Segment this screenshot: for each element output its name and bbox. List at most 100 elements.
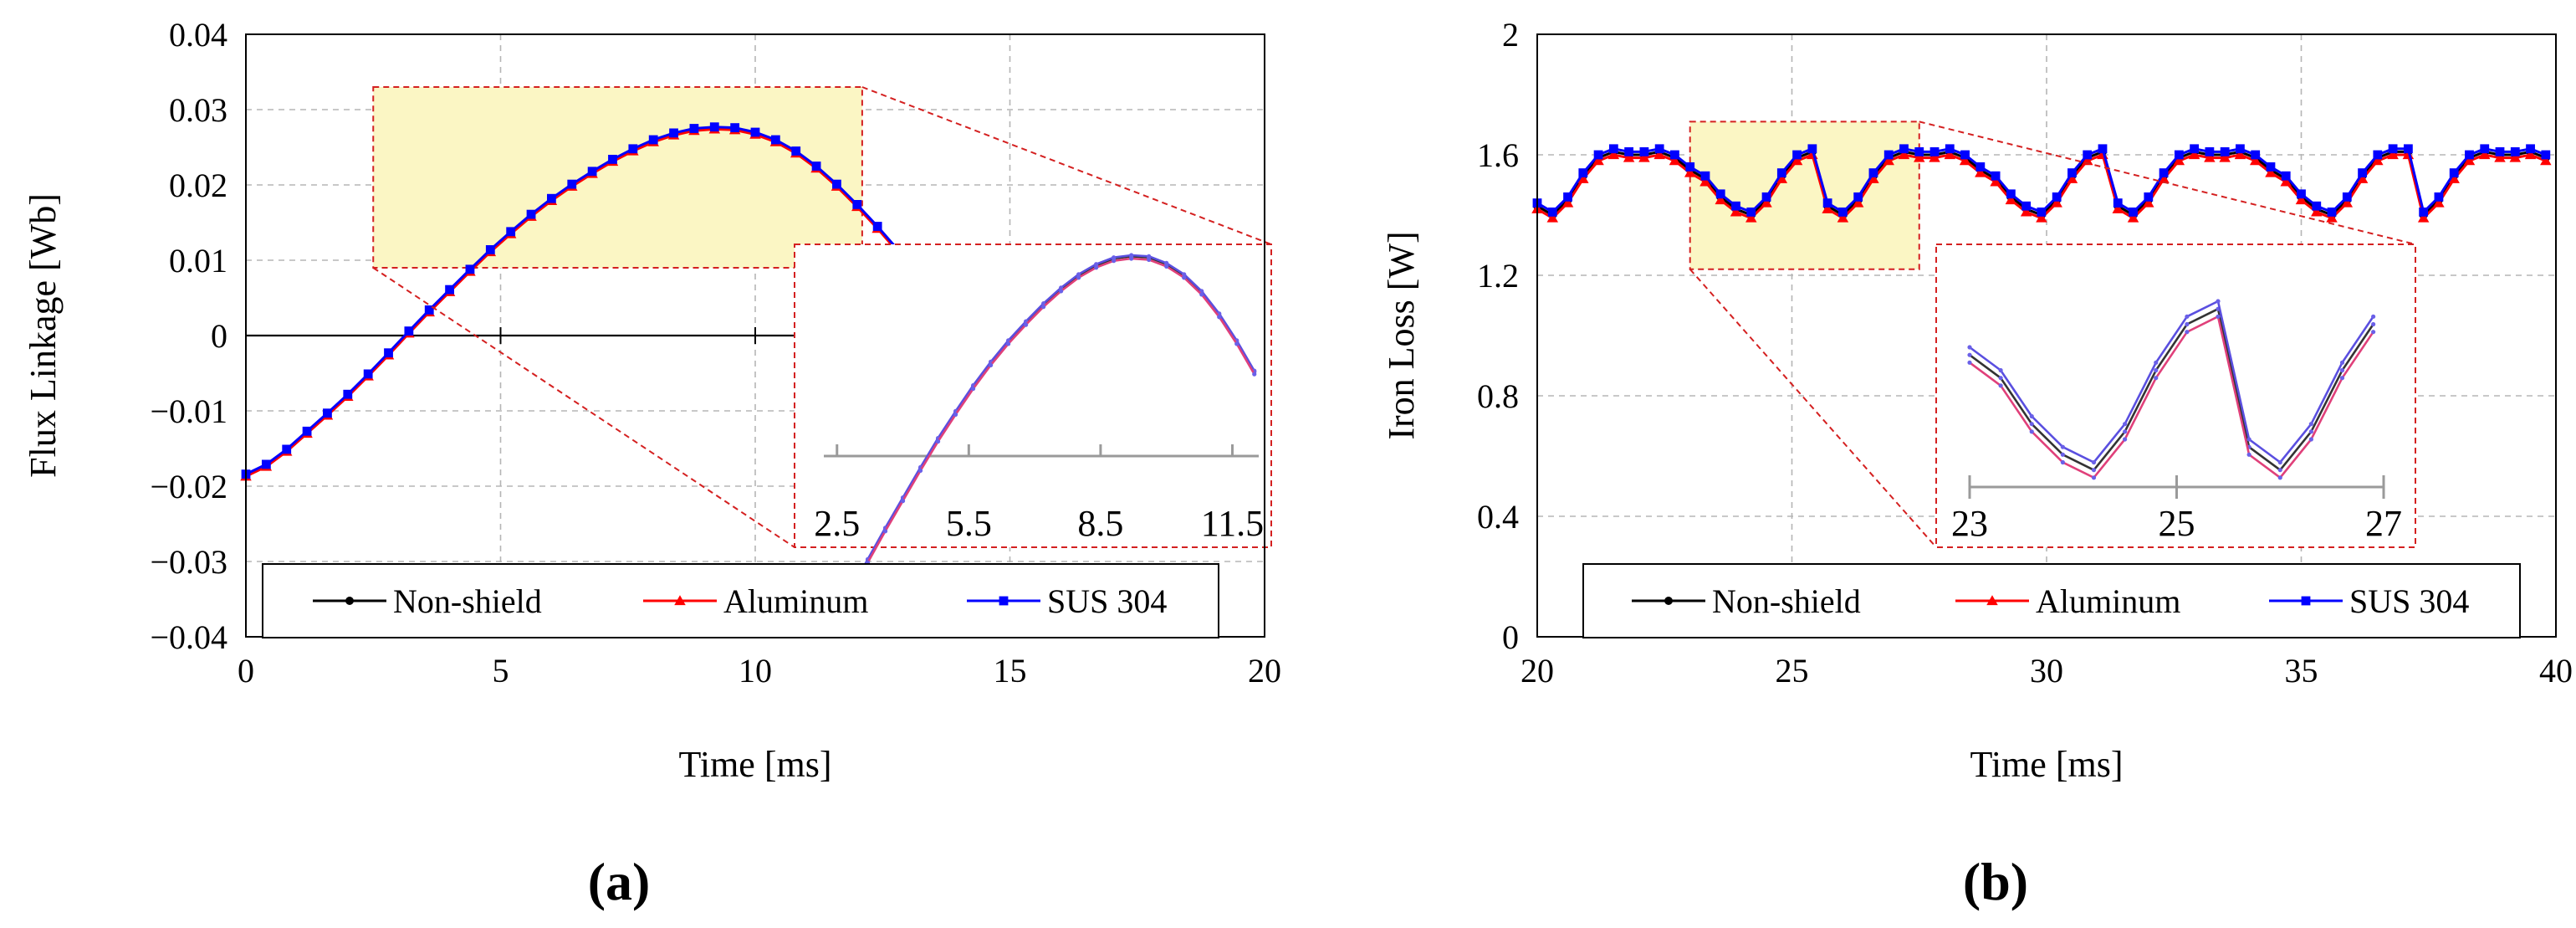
b-data-point <box>1624 147 1634 156</box>
panel-b-tick-labels: 20 25 30 35 40 2 1.6 1.2 0.8 0.4 0 <box>1477 16 2573 690</box>
b-data-point <box>2341 197 2354 208</box>
b-data-point <box>2081 155 2093 166</box>
b-data-point <box>1745 212 1757 223</box>
a-legend-label: Non-shield <box>393 582 542 620</box>
panel-b-label: (b) <box>1963 852 2028 911</box>
b-series-sus-304 <box>1532 144 2551 217</box>
b-data-point <box>2220 147 2230 156</box>
b-legend-label: SUS 304 <box>2349 582 2469 620</box>
a-data-point <box>567 179 577 189</box>
b-inset-data-point <box>2339 360 2345 365</box>
a-x-tick-label: 15 <box>994 652 1027 690</box>
panel-b-x-axis-label: Time [ms] <box>1970 744 2124 785</box>
a-inset-data-point <box>1112 255 1117 260</box>
b-data-point <box>2251 150 2261 160</box>
a-data-point <box>506 227 516 237</box>
b-data-point <box>2342 192 2352 202</box>
a-inset-data-point <box>1094 262 1099 267</box>
b-data-point <box>1975 162 1986 172</box>
b-inset-series-non-shield <box>1967 306 2376 473</box>
b-data-point <box>2234 149 2246 160</box>
b-data-point <box>1991 171 2001 181</box>
panel-a-x-axis-label: Time [ms] <box>679 744 832 785</box>
a-inset-data-point <box>953 412 958 417</box>
b-data-point <box>1838 208 1848 217</box>
a-data-point <box>770 135 780 145</box>
b-data-point <box>1653 149 1665 160</box>
b-data-point <box>1868 173 1879 183</box>
b-inset-tick-label: 23 <box>1951 503 1988 544</box>
a-data-point <box>730 123 740 132</box>
a-inset-data-point <box>1024 322 1029 327</box>
b-inset-data-point <box>2371 321 2376 327</box>
a-legend-item: Aluminum <box>643 582 868 620</box>
panel-a-inset: 2.5 5.5 8.5 11.5 <box>372 86 1272 629</box>
a-data-point <box>363 369 373 379</box>
b-inset-data-point <box>2277 459 2282 465</box>
a-x-tick-label: 20 <box>1248 652 1281 690</box>
a-data-point <box>689 124 699 133</box>
a-inset-data-point <box>970 386 976 392</box>
a-legend-label: Aluminum <box>723 582 868 620</box>
a-legend-swatch-marker <box>674 595 686 606</box>
b-data-point <box>2173 155 2185 166</box>
b-data-point <box>1638 151 1650 162</box>
b-data-point <box>2403 144 2413 154</box>
b-data-point <box>1607 149 1620 160</box>
a-zoom-source-box <box>372 86 863 269</box>
b-data-point <box>1791 155 1803 166</box>
a-data-point <box>302 426 312 436</box>
b-data-point <box>1914 151 1925 162</box>
b-inset-data-point <box>2029 429 2034 434</box>
a-data-point <box>750 127 760 137</box>
a-data-point <box>465 264 475 274</box>
b-data-point <box>2204 151 2216 162</box>
a-inset-data-point <box>1059 285 1064 290</box>
a-inset-data-point <box>1217 315 1222 320</box>
b-inset-data-point <box>2060 444 2065 449</box>
b-x-tick-label: 25 <box>1776 652 1809 690</box>
b-data-point <box>1929 151 1940 162</box>
b-legend-label: Non-shield <box>1712 582 1861 620</box>
a-x-tick-label: 0 <box>238 652 254 690</box>
b-data-point <box>1639 147 1649 156</box>
b-data-point <box>1670 150 1679 160</box>
b-inset-data-point <box>2123 437 2128 442</box>
b-data-point <box>2311 206 2323 217</box>
a-inset-data-point <box>1147 254 1152 259</box>
b-inset-data-point <box>2185 330 2190 335</box>
b-data-point <box>1776 173 1788 183</box>
b-data-point <box>1715 189 1725 199</box>
b-inset-data-point <box>2091 459 2097 465</box>
b-data-point <box>1746 208 1756 217</box>
a-legend-item: Non-shield <box>313 582 542 620</box>
a-data-point <box>709 122 719 132</box>
b-legend-label: Aluminum <box>2036 582 2180 620</box>
b-data-point <box>2388 144 2398 154</box>
b-data-point <box>2098 144 2108 154</box>
a-data-point <box>445 285 454 295</box>
panel-b-chart: 20 25 30 35 40 2 1.6 1.2 0.8 0.4 0 23 25 27 Non-shie… <box>1381 16 2573 911</box>
b-data-point <box>1868 168 1878 177</box>
b-x-tick-label: 40 <box>2539 652 2573 690</box>
a-data-point <box>261 459 271 469</box>
b-data-point <box>2281 171 2291 181</box>
b-legend-swatch-marker <box>1664 597 1673 605</box>
b-data-point <box>2052 192 2062 202</box>
b-data-point <box>1608 144 1618 154</box>
b-data-point <box>2434 192 2444 202</box>
b-data-point <box>2509 151 2522 162</box>
b-legend-item: SUS 304 <box>2269 582 2469 620</box>
b-inset-data-point <box>2060 452 2065 457</box>
b-inset-data-point <box>2308 422 2313 427</box>
b-data-point <box>2127 212 2139 223</box>
b-data-point <box>2021 201 2032 211</box>
a-y-tick-label: 0.04 <box>169 16 227 54</box>
b-data-point <box>2295 194 2308 205</box>
a-inset-data-point <box>1164 264 1169 269</box>
b-inset-series-aluminum <box>1967 314 2376 480</box>
b-inset-data-point <box>1998 376 2003 381</box>
b-data-point <box>2480 144 2490 154</box>
b-series-line <box>1536 150 2547 218</box>
